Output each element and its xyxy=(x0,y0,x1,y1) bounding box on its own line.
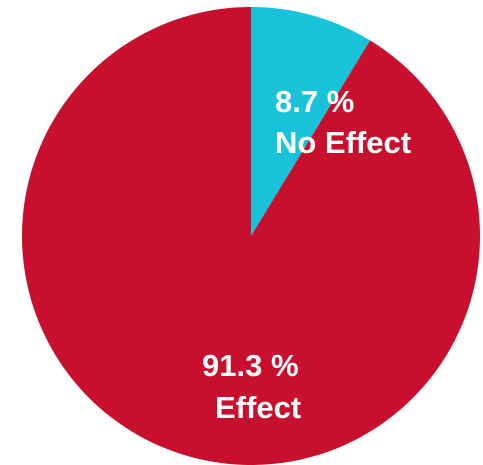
effect-value-label: 91.3 % xyxy=(202,348,299,383)
no-effect-name-label: No Effect xyxy=(275,125,411,160)
effect-name-label: Effect xyxy=(215,390,301,425)
pie-slices xyxy=(22,7,481,465)
no-effect-value-label: 8.7 % xyxy=(275,84,354,119)
pie-labels: 8.7 % No Effect 91.3 % Effect xyxy=(202,84,411,425)
pie-slice-effect xyxy=(22,7,481,465)
pie-slice-no-effect xyxy=(251,7,371,236)
